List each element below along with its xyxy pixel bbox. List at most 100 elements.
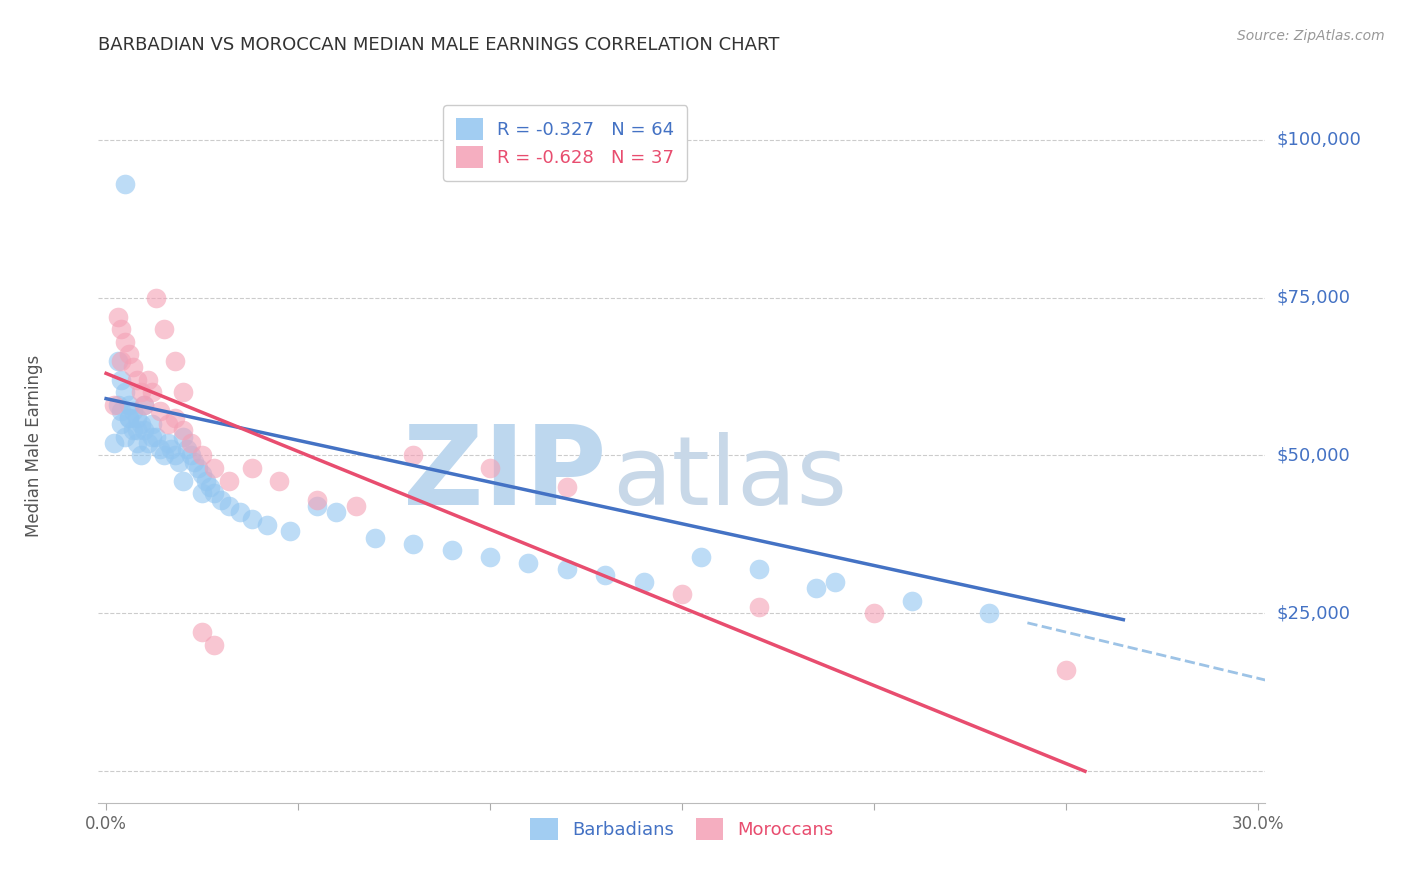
Point <box>125 435 148 450</box>
Point <box>593 568 616 582</box>
Point <box>517 556 540 570</box>
Point <box>152 449 174 463</box>
Point <box>122 404 145 418</box>
Point <box>122 360 145 375</box>
Point <box>125 423 148 437</box>
Point <box>149 404 172 418</box>
Point <box>240 511 263 525</box>
Point <box>267 474 290 488</box>
Point <box>118 347 141 361</box>
Point <box>114 429 136 443</box>
Point <box>901 593 924 607</box>
Point <box>229 505 252 519</box>
Point <box>202 486 225 500</box>
Point <box>402 449 425 463</box>
Point <box>191 625 214 640</box>
Point <box>183 455 205 469</box>
Point <box>633 574 655 589</box>
Point <box>218 499 240 513</box>
Point <box>118 410 141 425</box>
Point <box>748 600 770 615</box>
Point <box>256 517 278 532</box>
Point <box>209 492 232 507</box>
Point <box>145 429 167 443</box>
Point <box>156 435 179 450</box>
Text: Median Male Earnings: Median Male Earnings <box>25 355 44 537</box>
Point <box>110 322 132 336</box>
Point <box>364 531 387 545</box>
Point <box>172 429 194 443</box>
Point <box>307 492 329 507</box>
Point <box>824 574 846 589</box>
Point <box>325 505 347 519</box>
Text: $25,000: $25,000 <box>1277 605 1351 623</box>
Point <box>167 455 190 469</box>
Point <box>103 435 125 450</box>
Point <box>134 423 156 437</box>
Point <box>478 549 501 564</box>
Point <box>136 373 159 387</box>
Point <box>165 410 187 425</box>
Point <box>165 353 187 368</box>
Point <box>187 461 209 475</box>
Point <box>110 404 132 418</box>
Point <box>152 322 174 336</box>
Point <box>748 562 770 576</box>
Point <box>180 449 202 463</box>
Point <box>160 442 183 457</box>
Point <box>107 398 129 412</box>
Point <box>141 385 163 400</box>
Point <box>149 442 172 457</box>
Point <box>690 549 713 564</box>
Point <box>125 373 148 387</box>
Point <box>194 474 217 488</box>
Point <box>176 442 198 457</box>
Point <box>671 587 693 601</box>
Point <box>218 474 240 488</box>
Point <box>806 581 828 595</box>
Point <box>114 334 136 349</box>
Point <box>977 607 1000 621</box>
Text: Source: ZipAtlas.com: Source: ZipAtlas.com <box>1237 29 1385 44</box>
Point <box>103 398 125 412</box>
Point <box>172 423 194 437</box>
Point <box>145 291 167 305</box>
Point <box>118 398 141 412</box>
Point <box>136 435 159 450</box>
Point <box>172 385 194 400</box>
Point <box>134 398 156 412</box>
Point <box>129 417 152 431</box>
Point <box>240 461 263 475</box>
Text: $50,000: $50,000 <box>1277 447 1350 465</box>
Point <box>191 486 214 500</box>
Point <box>110 353 132 368</box>
Text: BARBADIAN VS MOROCCAN MEDIAN MALE EARNINGS CORRELATION CHART: BARBADIAN VS MOROCCAN MEDIAN MALE EARNIN… <box>98 36 780 54</box>
Point <box>198 480 221 494</box>
Point <box>307 499 329 513</box>
Point <box>402 537 425 551</box>
Point <box>107 310 129 324</box>
Point <box>191 467 214 482</box>
Point <box>110 373 132 387</box>
Point <box>129 449 152 463</box>
Point <box>180 435 202 450</box>
Point <box>440 543 463 558</box>
Point <box>141 417 163 431</box>
Point <box>122 423 145 437</box>
Point <box>114 385 136 400</box>
Point <box>191 449 214 463</box>
Text: atlas: atlas <box>612 432 846 524</box>
Point <box>555 480 578 494</box>
Point <box>202 638 225 652</box>
Point <box>478 461 501 475</box>
Point <box>110 417 132 431</box>
Point <box>280 524 302 539</box>
Point <box>134 398 156 412</box>
Point <box>863 607 886 621</box>
Point <box>125 410 148 425</box>
Point <box>129 385 152 400</box>
Point <box>156 417 179 431</box>
Text: ZIP: ZIP <box>402 421 606 528</box>
Point <box>1054 663 1077 677</box>
Point <box>202 461 225 475</box>
